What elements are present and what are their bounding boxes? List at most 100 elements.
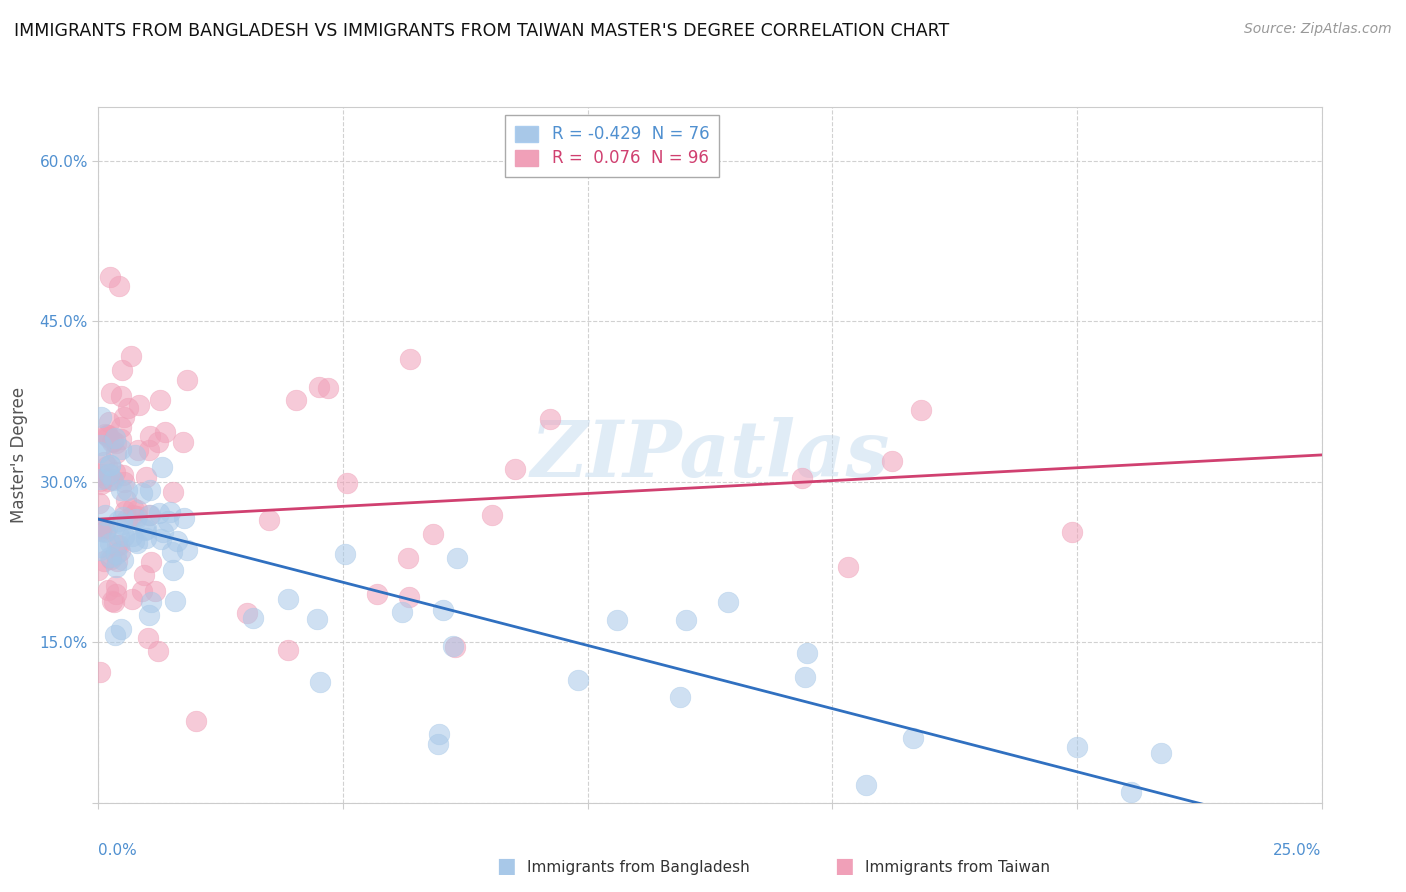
Point (307, 612, 329, 626)
Point (104, 587, 127, 601)
Point (333, 548, 356, 562)
Point (108, 538, 131, 552)
Point (122, 534, 145, 549)
Point (111, 468, 134, 483)
Point (284, 392, 307, 407)
Text: Immigrants from Taiwan: Immigrants from Taiwan (865, 861, 1050, 875)
Point (93, 455, 115, 469)
Point (125, 503, 148, 517)
Point (105, 579, 128, 593)
Point (115, 483, 138, 497)
Point (90, 467, 112, 481)
Point (97, 428, 120, 442)
Point (110, 433, 132, 447)
Point (143, 584, 166, 599)
Point (105, 538, 128, 552)
Point (125, 535, 148, 549)
Point (669, 690, 692, 704)
Point (89, 543, 111, 558)
Point (176, 373, 198, 387)
Point (101, 434, 124, 449)
Point (100, 386, 122, 401)
Point (120, 349, 142, 363)
Point (105, 446, 128, 460)
Point (105, 547, 128, 561)
Point (446, 551, 468, 566)
Point (89, 472, 111, 486)
Point (94, 508, 117, 522)
Point (794, 670, 817, 684)
Point (308, 380, 330, 394)
Point (96, 458, 118, 473)
Point (103, 594, 125, 608)
Point (538, 412, 561, 426)
Point (336, 476, 359, 491)
Point (444, 640, 467, 654)
Point (125, 511, 148, 525)
Point (127, 443, 149, 458)
Point (110, 389, 132, 403)
Point (135, 470, 157, 484)
Text: 25.0%: 25.0% (1274, 843, 1322, 858)
Point (176, 543, 198, 558)
Point (121, 508, 143, 522)
Point (97, 583, 120, 598)
Point (150, 532, 173, 546)
Point (131, 486, 153, 500)
Point (97, 474, 120, 488)
Text: ■: ■ (496, 856, 516, 876)
Point (121, 529, 143, 543)
Point (149, 393, 172, 408)
Point (115, 512, 138, 526)
Point (112, 409, 135, 424)
Point (184, 714, 207, 728)
Point (837, 560, 859, 574)
Point (132, 568, 155, 582)
Point (89, 540, 111, 554)
Point (110, 622, 132, 636)
Point (146, 434, 169, 449)
Point (1150, 747, 1173, 761)
Point (94, 426, 117, 441)
Point (104, 431, 127, 445)
Point (717, 595, 740, 609)
Point (108, 279, 131, 293)
Point (89, 474, 111, 488)
Point (90, 476, 112, 491)
Point (94, 524, 117, 538)
Text: ■: ■ (834, 856, 853, 876)
Point (96, 521, 118, 535)
Point (441, 639, 464, 653)
Point (138, 508, 160, 523)
Point (1119, 785, 1142, 799)
Point (135, 531, 157, 545)
Point (111, 363, 134, 377)
Point (110, 419, 132, 434)
Point (89, 445, 111, 459)
Point (391, 605, 413, 619)
Point (87, 496, 110, 510)
Point (257, 513, 280, 527)
Point (104, 628, 127, 642)
Point (117, 401, 139, 415)
Point (104, 465, 127, 479)
Point (172, 435, 194, 450)
Point (152, 525, 174, 540)
Point (110, 483, 132, 498)
Point (98, 270, 121, 285)
Point (111, 517, 134, 532)
Point (138, 443, 160, 458)
Point (139, 429, 162, 443)
Point (481, 508, 503, 522)
Point (432, 603, 454, 617)
Point (855, 779, 877, 793)
Point (162, 484, 184, 499)
Point (396, 550, 419, 565)
Point (91, 521, 114, 535)
Point (236, 606, 259, 620)
Point (112, 529, 135, 543)
Point (156, 514, 179, 528)
Point (427, 737, 450, 751)
Point (101, 473, 124, 487)
Point (910, 402, 932, 417)
